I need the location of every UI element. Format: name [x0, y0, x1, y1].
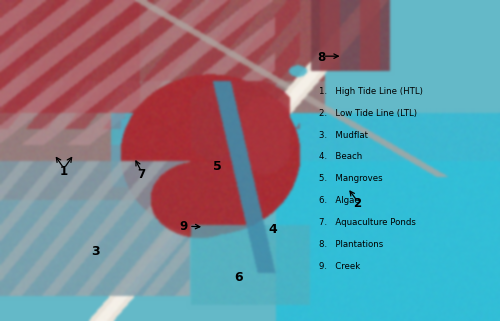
Text: 1.   High Tide Line (HTL): 1. High Tide Line (HTL) — [319, 87, 423, 96]
Text: 3.   Mudflat: 3. Mudflat — [319, 131, 368, 140]
Text: 9: 9 — [180, 220, 188, 233]
Text: 1: 1 — [60, 165, 68, 178]
Text: 2: 2 — [353, 197, 361, 210]
Text: 9.   Creek: 9. Creek — [319, 262, 360, 271]
Text: 8.   Plantations: 8. Plantations — [319, 240, 384, 249]
Text: 7.   Aquaculture Ponds: 7. Aquaculture Ponds — [319, 218, 416, 227]
Text: 7: 7 — [138, 169, 145, 181]
Text: 5.   Mangroves: 5. Mangroves — [319, 174, 382, 183]
Text: 2.   Low Tide Line (LTL): 2. Low Tide Line (LTL) — [319, 109, 417, 118]
Text: 8: 8 — [318, 51, 326, 64]
Text: 3: 3 — [90, 246, 100, 258]
Text: 6.   Algae: 6. Algae — [319, 196, 360, 205]
Text: 4: 4 — [268, 223, 277, 236]
Text: 4.   Beach: 4. Beach — [319, 152, 362, 161]
Text: 6: 6 — [234, 271, 244, 284]
Text: 5: 5 — [213, 160, 222, 173]
